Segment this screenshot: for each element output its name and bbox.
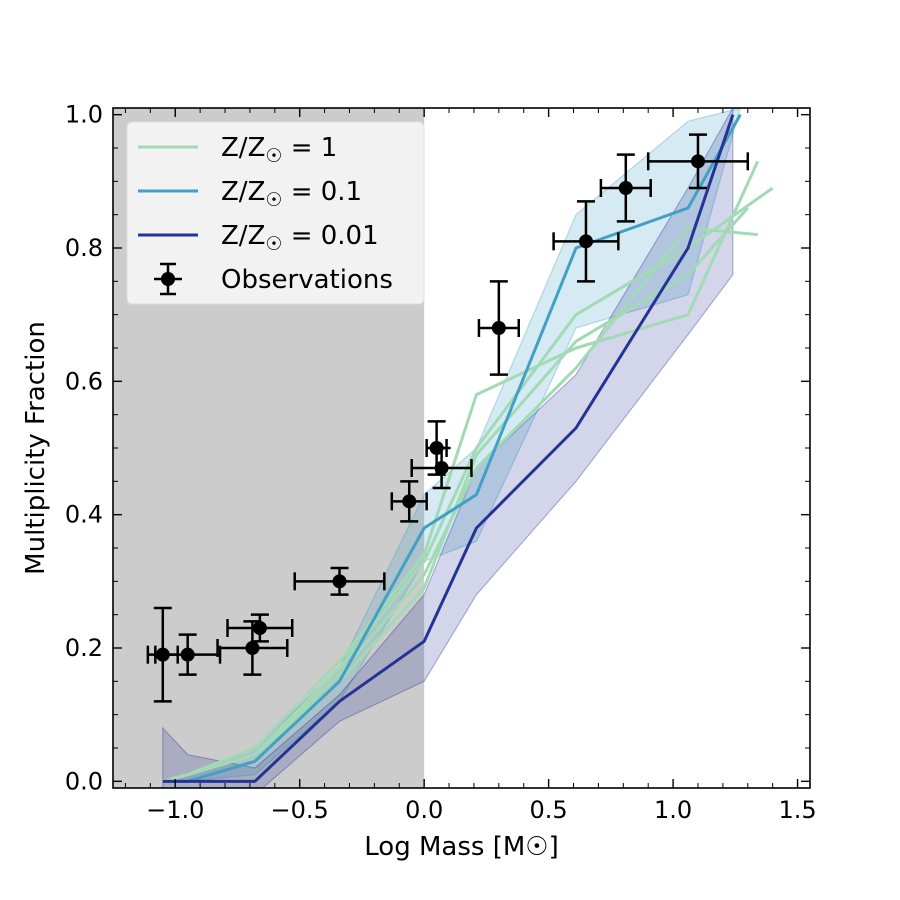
observation-9	[552, 200, 620, 283]
observation-marker	[402, 494, 417, 509]
legend-box	[126, 121, 425, 305]
legend-marker	[161, 272, 175, 286]
observation-8	[477, 280, 521, 376]
legend-label-rest: = 1	[282, 133, 337, 163]
observation-marker	[245, 641, 260, 655]
legend-label-base: Observations	[221, 265, 393, 295]
band-0	[162, 108, 741, 782]
y-tick-label: 0.0	[65, 767, 103, 795]
observation-2	[216, 620, 289, 676]
legend-label-sub: ☉	[265, 233, 282, 255]
x-tick-label: −1.0	[146, 796, 204, 824]
legend-label-rest: = 0.1	[282, 177, 362, 207]
legend-label-rest: = 0.01	[282, 221, 378, 251]
band-group	[162, 108, 741, 788]
legend-label: Z/Z☉ = 0.01	[221, 221, 379, 255]
legend-label: Z/Z☉ = 0.1	[221, 177, 362, 211]
x-axis-label: Log Mass [M☉]	[364, 832, 558, 862]
observation-marker	[180, 647, 195, 662]
observation-marker	[690, 154, 705, 169]
legend-label-base: Z/Z	[221, 133, 265, 163]
band-1	[162, 108, 734, 788]
legend-label-sub: ☉	[265, 189, 282, 211]
observation-marker	[578, 234, 593, 249]
y-tick-label: 1.0	[65, 101, 103, 129]
legend-label-sub: ☉	[265, 145, 282, 167]
series-line-4	[162, 113, 742, 783]
y-axis-label: Multiplicity Fraction	[21, 321, 51, 575]
observations-group	[146, 133, 750, 703]
series-line-3	[162, 206, 749, 783]
observation-4	[293, 566, 386, 596]
x-tick-label: 0.5	[530, 796, 568, 824]
observation-marker	[434, 461, 449, 475]
x-tick-label: 0.0	[405, 796, 443, 824]
observation-10	[599, 153, 652, 223]
legend-entry-1: Z/Z☉ = 0.1	[138, 177, 362, 211]
series-line-5	[162, 114, 735, 783]
legend-label: Observations	[221, 265, 393, 295]
y-tick-label: 0.4	[65, 501, 103, 529]
observation-7	[410, 446, 473, 490]
y-tick-label: 0.6	[65, 367, 103, 395]
y-tick-label: 0.2	[65, 634, 103, 662]
legend: Z/Z☉ = 1Z/Z☉ = 0.1Z/Z☉ = 0.01Observation…	[126, 121, 425, 305]
observation-5	[390, 480, 428, 523]
observation-marker	[491, 321, 506, 335]
series-line-group	[162, 113, 774, 783]
x-tick-label: 1.5	[778, 796, 816, 824]
x-tick-label: 1.0	[654, 796, 692, 824]
legend-entry-2: Z/Z☉ = 0.01	[138, 221, 379, 255]
legend-entry-3: Observations	[154, 262, 393, 296]
legend-label: Z/Z☉ = 1	[221, 133, 337, 167]
legend-entry-0: Z/Z☉ = 1	[138, 133, 337, 167]
observation-marker	[332, 574, 347, 589]
y-tick-label: 0.8	[65, 234, 103, 262]
series-line-0	[162, 160, 760, 783]
observation-marker	[618, 181, 633, 195]
observation-marker	[252, 621, 267, 635]
legend-label-base: Z/Z	[221, 177, 265, 207]
observation-3	[226, 613, 294, 643]
observation-11	[646, 133, 750, 190]
x-tick-label: −0.5	[271, 796, 329, 824]
axes-group: −1.0 −0.5 0.0 0.5 1.0 1.5 0.0 0.2 0.4 0.6 0.8 1.0	[65, 101, 817, 824]
legend-label-base: Z/Z	[221, 221, 265, 251]
